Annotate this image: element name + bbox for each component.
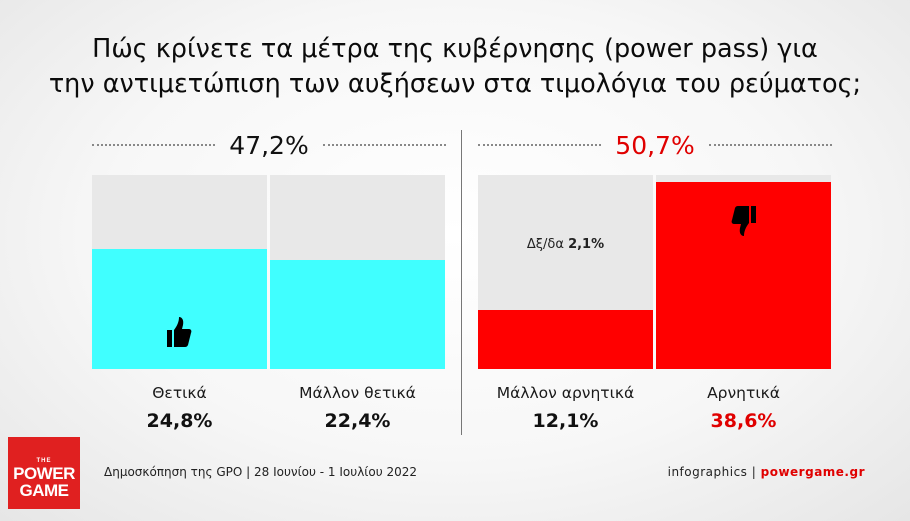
category-label: Θετικά <box>152 384 207 402</box>
dont-know-value: 2,1% <box>568 237 605 252</box>
bar-2 <box>270 175 445 369</box>
value-label: 24,8% <box>146 410 213 432</box>
bar-1 <box>92 175 267 369</box>
thumbs-up-icon <box>167 317 192 347</box>
dotted-line <box>708 144 833 146</box>
dotted-line <box>322 144 447 146</box>
logo-the: THE <box>36 458 52 464</box>
footer-credit-text: infographics | <box>667 465 757 479</box>
value-label: 38,6% <box>710 410 777 432</box>
dotted-line <box>92 144 216 146</box>
value-label: 22,4% <box>324 410 391 432</box>
bar-fill <box>270 260 445 369</box>
footer-credit: infographics | powergame.gr <box>668 465 865 479</box>
bar-fill <box>92 248 267 369</box>
negative-group-header: 50,7% <box>478 127 833 163</box>
value-label: 12,1% <box>532 410 599 432</box>
thumbs-down-icon <box>731 206 756 236</box>
group-divider <box>461 130 462 435</box>
positive-total: 47,2% <box>229 130 309 160</box>
dont-know-label: Δξ/δα 2,1% <box>478 237 653 252</box>
footer-source: Δημοσκόπηση της GPO | 28 Ιουνίου - 1 Ιου… <box>104 465 417 479</box>
bar-4 <box>656 175 831 369</box>
negative-total: 50,7% <box>615 130 695 160</box>
dont-know-text: Δξ/δα <box>526 237 564 252</box>
category-label: Αρνητικά <box>707 384 780 402</box>
footer-site-link[interactable]: powergame.gr <box>760 465 865 479</box>
bar-3 <box>478 175 653 369</box>
category-label: Μάλλον αρνητικά <box>496 384 635 402</box>
chart-title: Πώς κρίνετε τα μέτρα της κυβέρνησης (pow… <box>0 32 910 102</box>
category-label: Μάλλον θετικά <box>299 384 416 402</box>
dotted-line <box>478 144 602 146</box>
title-line-2: την αντιμετώπιση των αυξήσεων στα τιμολό… <box>48 69 862 99</box>
power-game-logo: THE POWER GAME <box>8 437 80 509</box>
bar-fill <box>478 310 653 369</box>
title-line-1: Πώς κρίνετε τα μέτρα της κυβέρνησης (pow… <box>92 34 818 64</box>
positive-group-header: 47,2% <box>92 127 447 163</box>
logo-game: GAME <box>19 481 70 500</box>
logo-power: POWER <box>13 464 75 483</box>
